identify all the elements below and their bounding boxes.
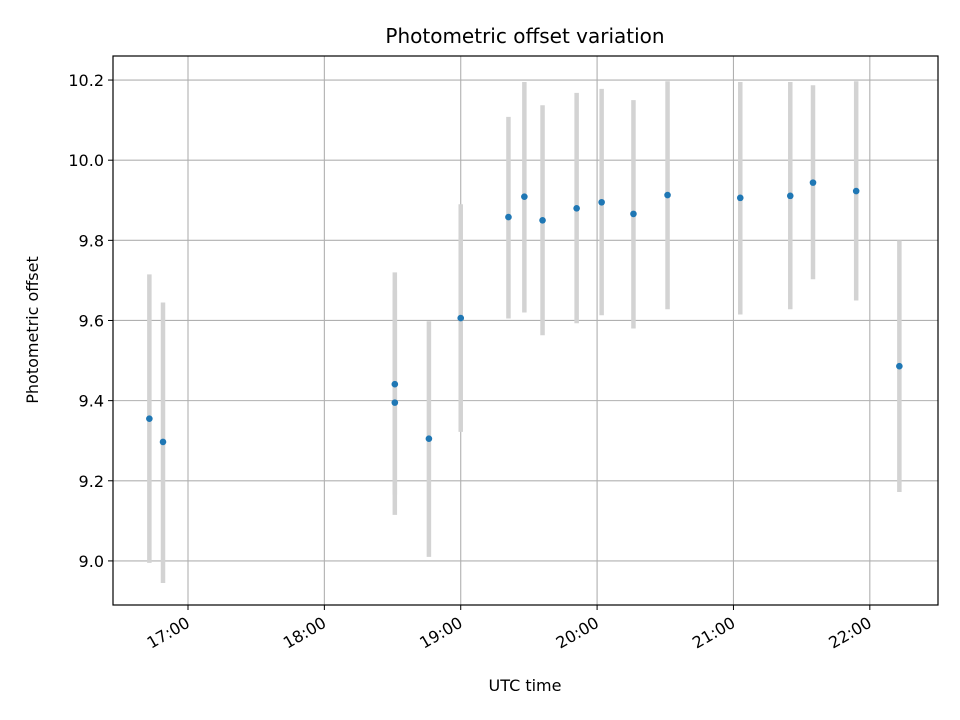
data-point (852, 187, 860, 195)
data-point (786, 192, 794, 200)
plot-frame (112, 55, 939, 606)
y-tick-label: 10.0 (68, 151, 104, 170)
data-point (598, 198, 605, 206)
chart-title: Photometric offset variation (385, 24, 664, 48)
data-points (146, 179, 903, 446)
y-tick-label: 9.8 (79, 231, 104, 250)
data-point (391, 380, 399, 388)
data-point (159, 438, 167, 446)
data-point (425, 435, 433, 442)
y-tick-label: 10.2 (68, 71, 104, 90)
data-point (146, 415, 153, 422)
data-point (391, 399, 399, 406)
data-point (630, 210, 637, 218)
data-point (505, 213, 512, 221)
data-point (896, 362, 903, 370)
y-tick-label: 9.2 (79, 472, 104, 491)
y-tick-label: 9.0 (79, 552, 104, 571)
y-tick-label: 9.4 (79, 392, 104, 411)
data-point (573, 204, 580, 212)
data-point (539, 216, 546, 224)
data-point (736, 194, 744, 202)
data-point (521, 193, 528, 200)
y-tick-label: 9.6 (79, 311, 104, 330)
grid (113, 56, 938, 605)
x-axis-label: UTC time (489, 676, 562, 695)
data-point (457, 314, 465, 322)
y-axis-label: Photometric offset (23, 256, 42, 404)
y-axis-ticks: 9.0 9.2 9.4 9.6 9.8 10.0 10.2 (68, 71, 113, 571)
data-point (809, 179, 817, 186)
data-point (664, 191, 671, 199)
